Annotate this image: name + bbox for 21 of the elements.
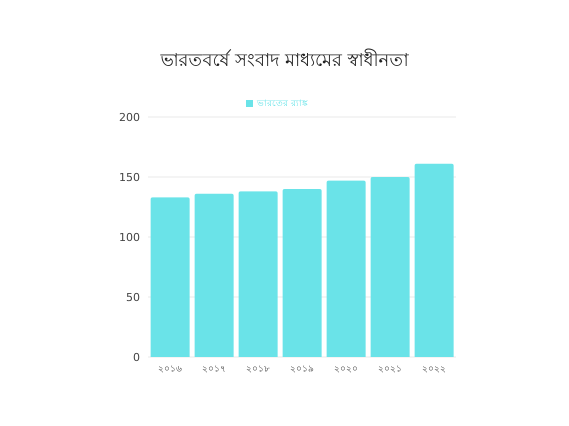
bar [414,164,454,357]
x-tick-label: ২০১৬ [158,364,182,374]
x-tick-label: ২০১৮ [246,364,270,374]
x-tick-label: ২০২২ [422,364,446,374]
y-tick-label: 50 [126,290,140,304]
legend-label: ভারতের র‍্যাঙ্ক [257,99,308,109]
y-tick-label: 100 [119,230,140,244]
bar [282,189,322,357]
x-tick-label: ২০২১ [378,364,402,374]
chart-title: ভারতবর্ষে সংবাদ মাধ্যমের স্বাধীনতা [159,48,410,73]
y-tick-label: 150 [119,170,140,184]
bar [326,180,366,357]
bar [370,177,410,357]
y-tick-label: 200 [119,110,140,124]
x-tick-label: ২০২০ [334,364,358,374]
y-tick-label: 0 [133,350,140,364]
bar [238,191,278,357]
bar [150,197,190,357]
x-tick-label: ২০১৭ [202,364,226,374]
x-tick-label: ২০১৯ [290,364,314,374]
bar [194,194,234,357]
